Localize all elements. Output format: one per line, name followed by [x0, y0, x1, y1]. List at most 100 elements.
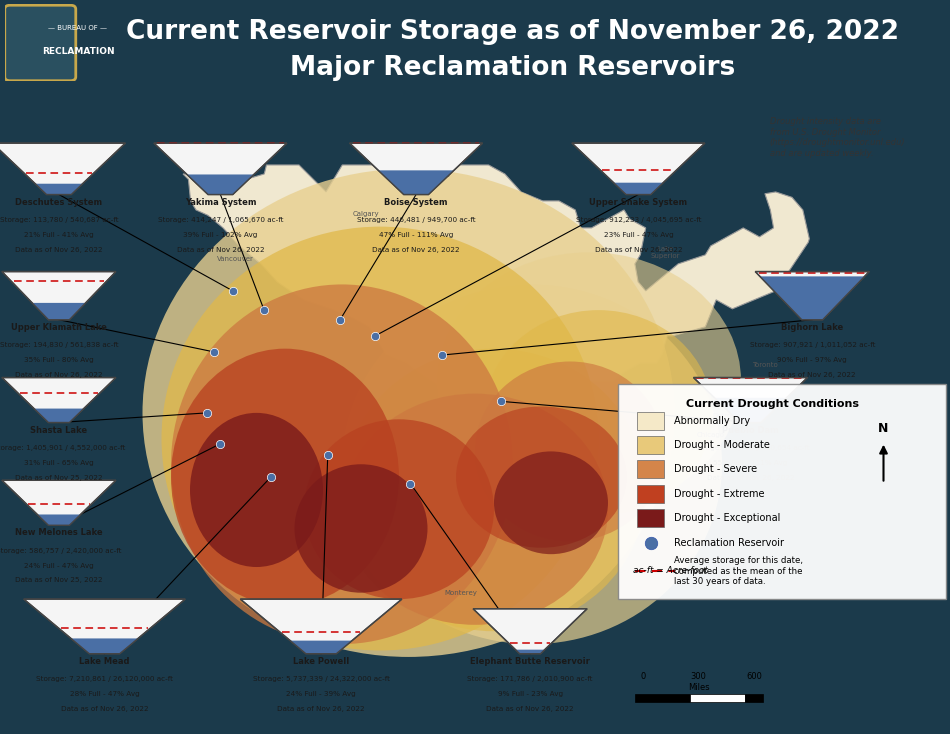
- Ellipse shape: [437, 252, 741, 509]
- Text: New Melones Lake: New Melones Lake: [15, 528, 103, 537]
- Polygon shape: [24, 599, 185, 654]
- Text: Lake
Superior: Lake Superior: [650, 246, 680, 259]
- Text: Lake Powell: Lake Powell: [293, 657, 350, 666]
- Bar: [690, 694, 745, 702]
- Text: Drought - Exceptional: Drought - Exceptional: [674, 513, 780, 523]
- Text: Data as of Nov 26, 2022: Data as of Nov 26, 2022: [769, 371, 856, 378]
- Text: Storage: 171,786 / 2,010,900 ac-ft: Storage: 171,786 / 2,010,900 ac-ft: [467, 676, 593, 682]
- Ellipse shape: [494, 451, 608, 554]
- Text: Data as of Nov 26, 2022: Data as of Nov 26, 2022: [15, 371, 103, 378]
- Text: Data as of Nov 26, 2022: Data as of Nov 26, 2022: [61, 706, 148, 712]
- Polygon shape: [473, 608, 587, 654]
- Polygon shape: [37, 515, 81, 526]
- Text: Data as of Nov 26, 2022: Data as of Nov 26, 2022: [372, 247, 460, 252]
- Text: 55% Full - 111% Avg: 55% Full - 111% Avg: [713, 459, 788, 466]
- Text: Chicago: Chicago: [696, 432, 725, 438]
- Polygon shape: [34, 409, 84, 423]
- Ellipse shape: [142, 169, 674, 657]
- Text: Data as of Nov 26, 2022: Data as of Nov 26, 2022: [177, 247, 264, 252]
- Text: Calgary: Calgary: [352, 211, 379, 217]
- Text: Abnormally Dry: Abnormally Dry: [674, 415, 750, 426]
- Text: Lake Mead: Lake Mead: [79, 657, 130, 666]
- Text: Current Drought Conditions: Current Drought Conditions: [686, 399, 860, 409]
- Text: Storage: 1,405,901 / 4,552,000 ac-ft: Storage: 1,405,901 / 4,552,000 ac-ft: [0, 445, 125, 451]
- Text: Drought intensity data are
from U.S. Drought Monitor
(https://droughtmonitor.unl: Drought intensity data are from U.S. Dro…: [770, 117, 905, 158]
- Ellipse shape: [171, 349, 399, 606]
- Text: Storage: 586,757 / 2,420,000 ac-ft: Storage: 586,757 / 2,420,000 ac-ft: [0, 548, 122, 553]
- Text: Storage: 907,921 / 1,011,052 ac-ft: Storage: 907,921 / 1,011,052 ac-ft: [750, 342, 875, 348]
- Polygon shape: [694, 377, 808, 423]
- Text: Storage: 414,247 / 1,065,670 ac-ft: Storage: 414,247 / 1,065,670 ac-ft: [158, 217, 283, 223]
- FancyBboxPatch shape: [618, 384, 946, 599]
- Polygon shape: [2, 377, 116, 423]
- Text: Pueblo Dam: Pueblo Dam: [722, 426, 779, 435]
- Text: 0: 0: [641, 672, 646, 680]
- Text: 39% Full - 102% Avg: 39% Full - 102% Avg: [183, 232, 257, 238]
- Polygon shape: [2, 272, 116, 320]
- Ellipse shape: [190, 413, 323, 567]
- Text: 24% Full - 47% Avg: 24% Full - 47% Avg: [24, 562, 94, 569]
- Text: 600: 600: [746, 672, 762, 680]
- Polygon shape: [378, 170, 454, 195]
- Text: N: N: [879, 422, 888, 435]
- Polygon shape: [2, 480, 116, 526]
- Polygon shape: [32, 303, 86, 320]
- Text: Edmonton: Edmonton: [414, 172, 450, 178]
- Text: Data as of Nov 26, 2022: Data as of Nov 26, 2022: [277, 706, 365, 712]
- Text: 9% Full - 23% Avg: 9% Full - 23% Avg: [498, 691, 562, 697]
- Text: RECLAMATION: RECLAMATION: [42, 47, 114, 56]
- Text: Storage: 5,737,339 / 24,322,000 ac-ft: Storage: 5,737,339 / 24,322,000 ac-ft: [253, 676, 390, 682]
- Text: 31% Full - 65% Avg: 31% Full - 65% Avg: [24, 459, 94, 466]
- Text: Yakima System: Yakima System: [184, 197, 256, 207]
- Text: Drought - Severe: Drought - Severe: [674, 465, 757, 474]
- Text: Shasta Lake: Shasta Lake: [30, 426, 87, 435]
- Text: Average storage for this date,
computed as the mean of the
last 30 years of data: Average storage for this date, computed …: [674, 556, 803, 586]
- Text: Data as of Nov 26, 2022: Data as of Nov 26, 2022: [595, 247, 682, 252]
- Text: 21% Full - 41% Avg: 21% Full - 41% Avg: [24, 232, 94, 238]
- Text: Boise System: Boise System: [385, 197, 447, 207]
- Text: Drought - Moderate: Drought - Moderate: [674, 440, 770, 450]
- Text: Storage: 7,210,861 / 26,120,000 ac-ft: Storage: 7,210,861 / 26,120,000 ac-ft: [36, 676, 173, 682]
- Text: Toronto: Toronto: [751, 362, 778, 368]
- Text: Vancouver: Vancouver: [218, 255, 254, 262]
- Polygon shape: [572, 143, 705, 195]
- Text: Bighorn Lake: Bighorn Lake: [781, 323, 844, 332]
- Ellipse shape: [342, 284, 722, 644]
- Polygon shape: [614, 183, 663, 195]
- Bar: [637, 412, 664, 429]
- Text: Major Reclamation Reservoirs: Major Reclamation Reservoirs: [291, 54, 735, 81]
- Polygon shape: [760, 277, 864, 320]
- Text: Elephant Butte Reservoir: Elephant Butte Reservoir: [470, 657, 590, 666]
- Ellipse shape: [304, 419, 494, 599]
- Text: Current Reservoir Storage as of November 26, 2022: Current Reservoir Storage as of November…: [126, 19, 900, 45]
- Polygon shape: [755, 272, 869, 320]
- Text: 35% Full - 80% Avg: 35% Full - 80% Avg: [24, 357, 94, 363]
- Ellipse shape: [475, 362, 665, 542]
- Ellipse shape: [456, 407, 627, 548]
- Text: Data as of Nov 25, 2022: Data as of Nov 25, 2022: [15, 475, 103, 481]
- Polygon shape: [240, 599, 402, 654]
- Text: Monterey: Monterey: [445, 589, 477, 596]
- Text: Data as of Nov 26, 2022: Data as of Nov 26, 2022: [486, 706, 574, 712]
- Polygon shape: [290, 641, 352, 654]
- Polygon shape: [350, 143, 483, 195]
- Polygon shape: [0, 143, 125, 195]
- Text: Upper Klamath Lake: Upper Klamath Lake: [11, 323, 106, 332]
- Ellipse shape: [162, 227, 598, 650]
- Polygon shape: [516, 650, 544, 654]
- Text: Drought - Extreme: Drought - Extreme: [674, 489, 764, 499]
- Ellipse shape: [484, 310, 712, 515]
- Text: 90% Full - 97% Avg: 90% Full - 97% Avg: [777, 357, 847, 363]
- Text: Storage: 182,518 / 330,654 ac-ft: Storage: 182,518 / 330,654 ac-ft: [692, 445, 809, 451]
- Bar: [635, 694, 690, 702]
- Text: Storage: 912,233 / 4,045,695 ac-ft: Storage: 912,233 / 4,045,695 ac-ft: [576, 217, 701, 223]
- Text: 23% Full - 47% Avg: 23% Full - 47% Avg: [603, 232, 674, 238]
- Text: Upper Snake System: Upper Snake System: [589, 197, 688, 207]
- Text: Data as of Nov 26, 2022: Data as of Nov 26, 2022: [707, 475, 794, 481]
- Polygon shape: [714, 398, 787, 423]
- Ellipse shape: [171, 284, 513, 644]
- Polygon shape: [35, 184, 83, 195]
- Bar: [637, 509, 664, 527]
- Bar: [637, 484, 664, 503]
- Ellipse shape: [342, 349, 646, 631]
